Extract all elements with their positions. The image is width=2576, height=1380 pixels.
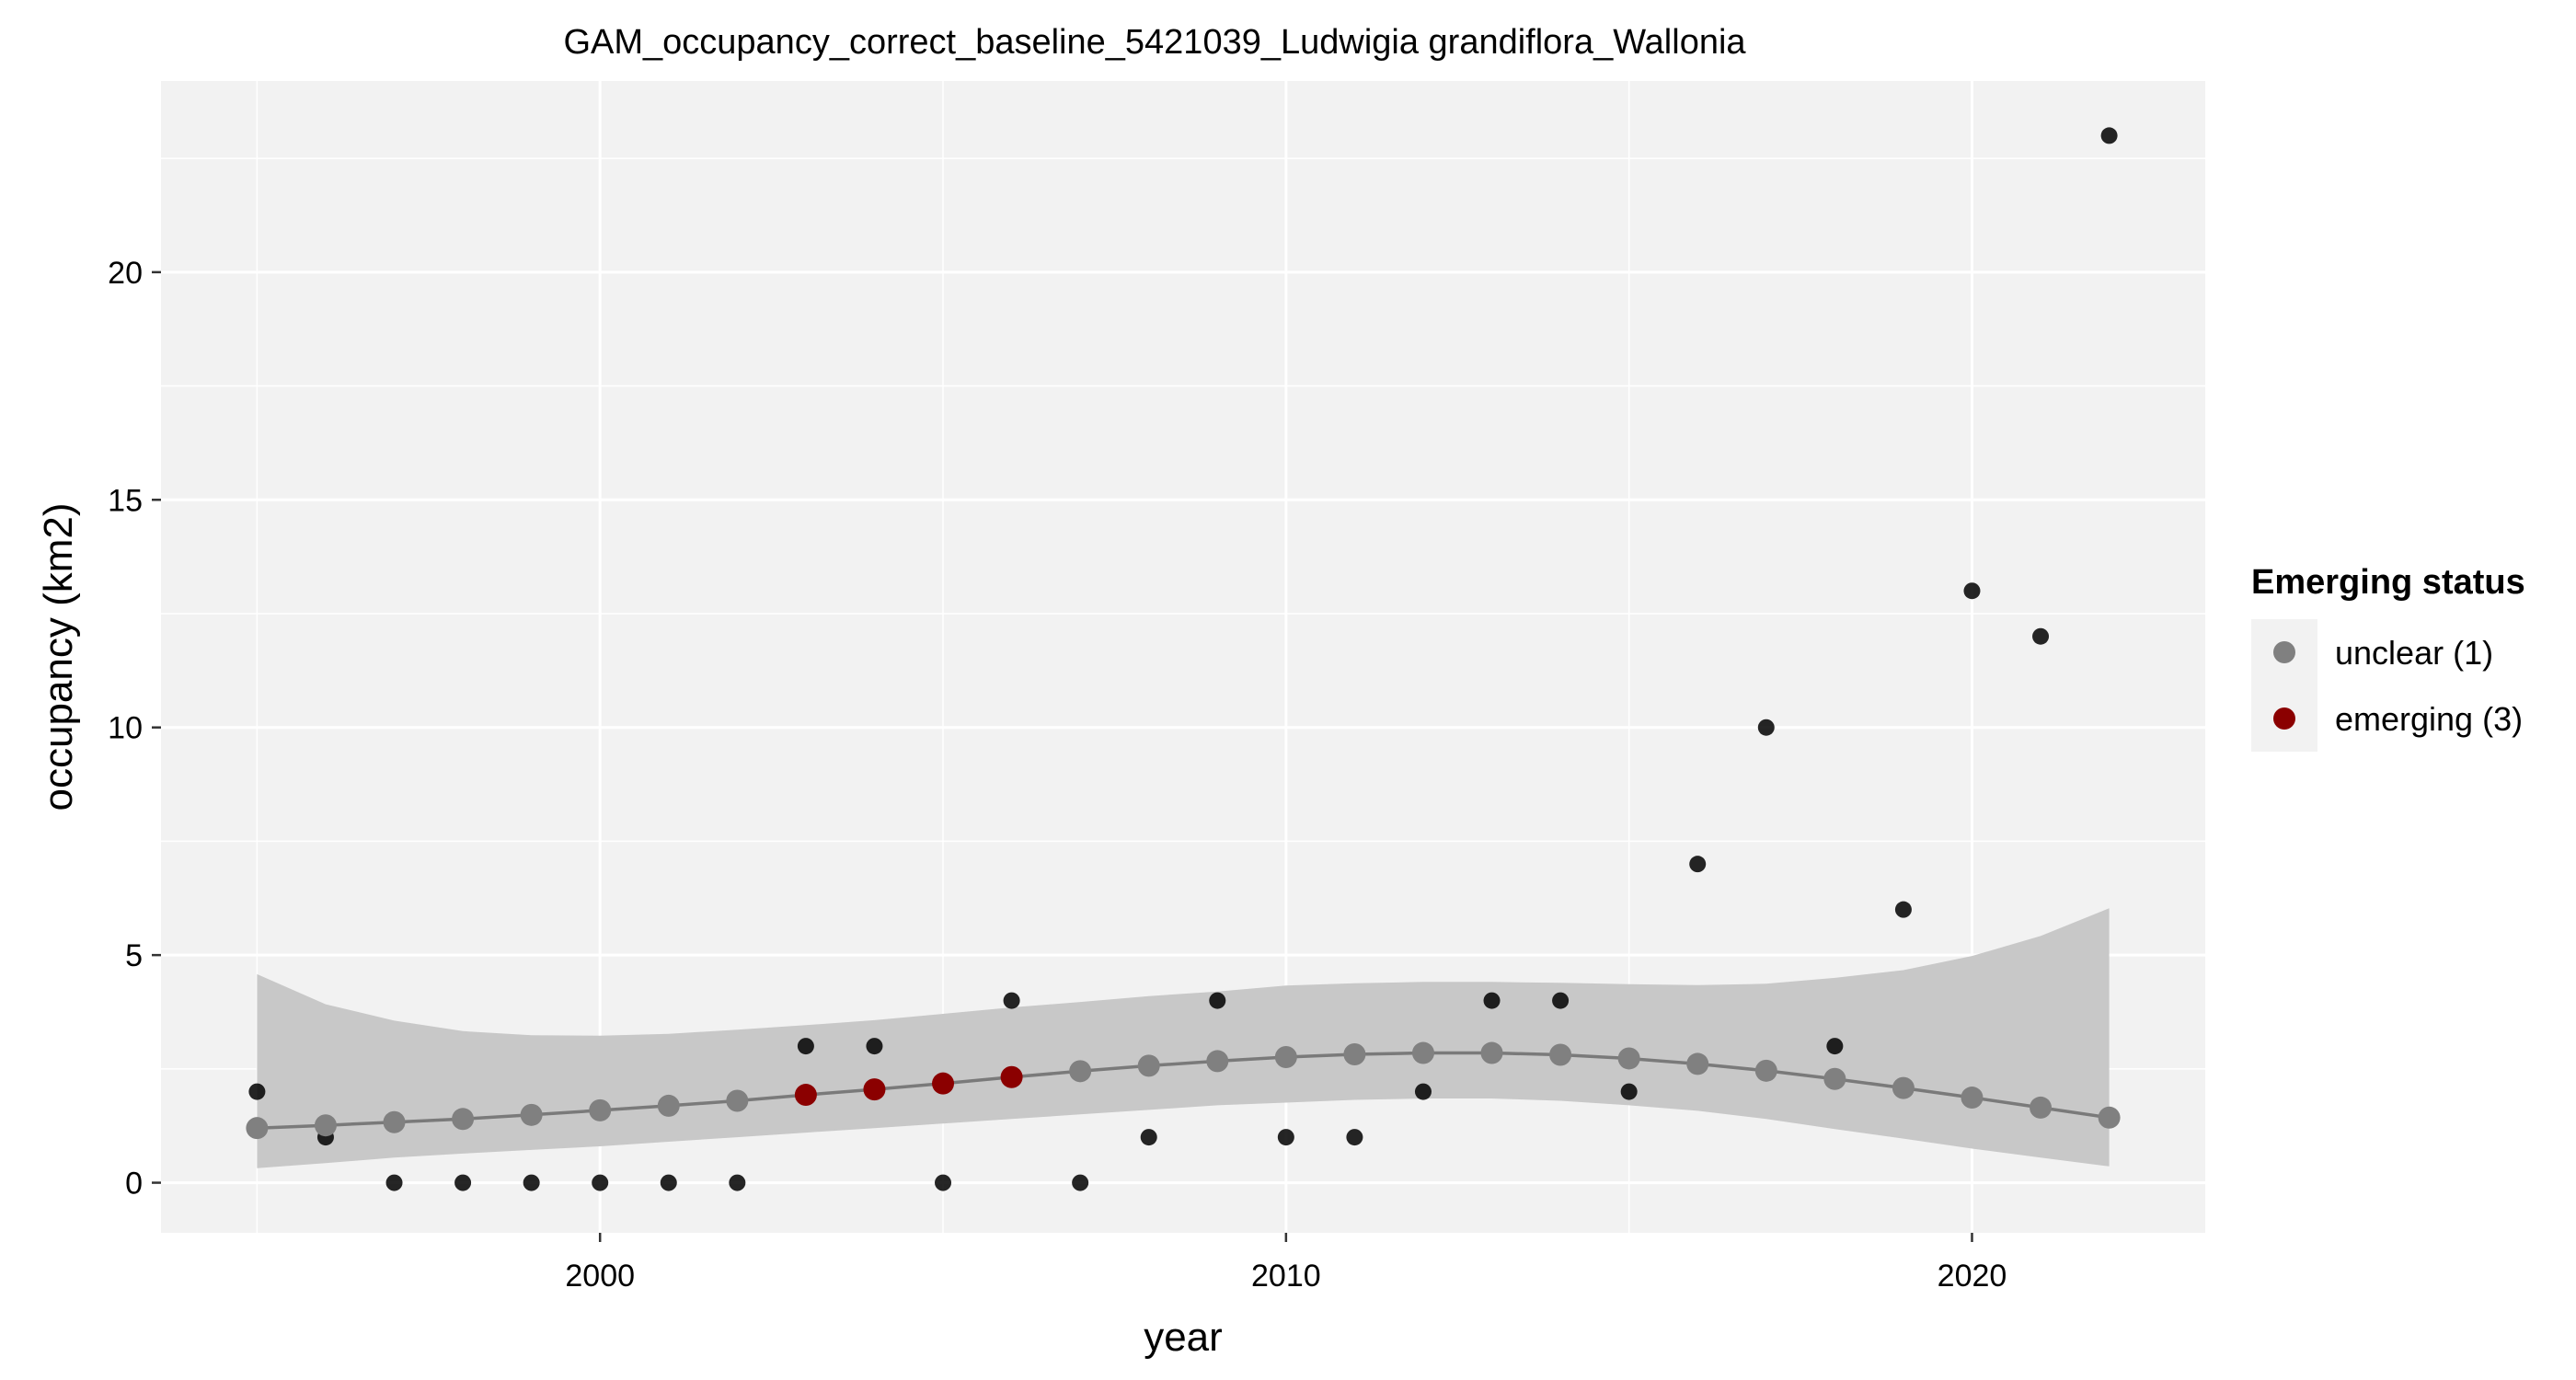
fitted-point	[246, 1117, 269, 1140]
observed-point	[1620, 1083, 1638, 1100]
fitted-point	[2098, 1106, 2121, 1129]
fitted-point	[1137, 1054, 1160, 1077]
y-tick-label: 5	[125, 938, 143, 973]
y-axis-title: occupancy (km2)	[36, 502, 81, 811]
observed-point	[935, 1174, 952, 1191]
fitted-point	[589, 1098, 612, 1121]
observed-point	[866, 1038, 883, 1055]
x-tick-label: 2000	[565, 1259, 635, 1294]
chart-title: GAM_occupancy_correct_baseline_5421039_L…	[563, 23, 1746, 62]
fitted-point	[1411, 1041, 1434, 1064]
observed-point	[454, 1174, 472, 1191]
fitted-point	[2030, 1096, 2053, 1119]
fitted-point	[863, 1078, 886, 1101]
fitted-point	[1274, 1045, 1297, 1068]
observed-point	[1140, 1129, 1157, 1146]
fitted-point	[794, 1084, 817, 1107]
observed-point	[1003, 992, 1020, 1009]
fitted-point	[1206, 1050, 1229, 1073]
fitted-point	[932, 1072, 955, 1095]
fitted-point	[1000, 1065, 1023, 1088]
observed-point	[1963, 582, 1981, 600]
fitted-point	[520, 1103, 543, 1126]
observed-point	[2032, 627, 2050, 645]
y-tick-label: 15	[108, 483, 143, 518]
fitted-point	[1686, 1052, 1709, 1075]
fitted-point	[657, 1094, 680, 1117]
observed-point	[385, 1174, 403, 1191]
y-tick-label: 20	[108, 256, 143, 291]
observed-point	[1346, 1129, 1363, 1146]
axes: 2000 2010 2020 0 5 10 15 20	[108, 256, 2007, 1294]
y-tick-label: 10	[108, 711, 143, 746]
x-axis-title: year	[1144, 1315, 1223, 1360]
y-tick-label: 0	[125, 1167, 143, 1202]
fitted-point	[1892, 1076, 1915, 1099]
observed-point	[248, 1083, 266, 1100]
observed-points	[248, 127, 2118, 1191]
observed-point	[660, 1174, 677, 1191]
observed-point	[2100, 127, 2118, 144]
fitted-point	[1823, 1067, 1846, 1090]
observed-point	[592, 1174, 609, 1191]
observed-point	[1414, 1083, 1432, 1100]
fitted-point	[726, 1089, 749, 1112]
x-tick-label: 2020	[1938, 1259, 2007, 1294]
observed-point	[1277, 1129, 1294, 1146]
fitted-point	[314, 1114, 337, 1137]
observed-point	[1757, 719, 1775, 736]
fitted-point	[1617, 1047, 1640, 1070]
fitted-point	[452, 1108, 475, 1131]
observed-point	[1209, 992, 1226, 1009]
fitted-point	[1343, 1043, 1366, 1066]
observed-point	[1689, 856, 1707, 873]
x-tick-label: 2010	[1251, 1259, 1321, 1294]
fitted-point	[1549, 1043, 1572, 1066]
fitted-point	[383, 1110, 406, 1133]
legend-key-emerging	[2273, 707, 2295, 730]
fitted-point	[1069, 1060, 1092, 1083]
observed-point	[1826, 1038, 1844, 1055]
observed-point	[797, 1038, 814, 1055]
fitted-points	[246, 1041, 2121, 1140]
legend-label-unclear: unclear (1)	[2335, 634, 2493, 672]
observed-point	[1072, 1174, 1089, 1191]
fitted-point	[1754, 1059, 1777, 1082]
observed-point	[523, 1174, 540, 1191]
legend-label-emerging: emerging (3)	[2335, 700, 2523, 738]
observed-point	[1483, 992, 1501, 1009]
fit-line	[257, 1051, 2110, 1130]
legend: Emerging status unclear (1) emerging (3)	[2251, 563, 2525, 752]
legend-key-background	[2251, 619, 2317, 752]
fitted-point	[1480, 1041, 1503, 1064]
observed-point	[729, 1174, 746, 1191]
fitted-trend-line	[257, 1051, 2110, 1130]
observed-point	[1552, 992, 1570, 1009]
legend-key-unclear	[2273, 641, 2295, 663]
fitted-point	[1961, 1087, 1984, 1110]
legend-title: Emerging status	[2251, 563, 2525, 602]
observed-point	[1894, 901, 1912, 918]
